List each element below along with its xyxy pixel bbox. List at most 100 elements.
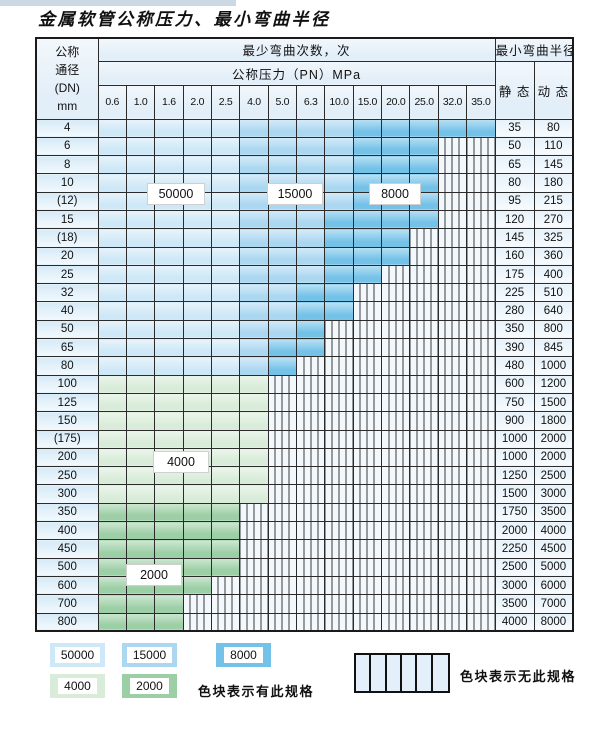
no-spec-sample-cell <box>387 655 402 691</box>
no-spec-cell <box>466 612 496 632</box>
no-spec-cell <box>267 374 298 394</box>
no-spec-cell <box>239 502 269 523</box>
spec-cell <box>239 118 269 138</box>
dynamic-radius-value: 2500 <box>533 466 574 486</box>
dynamic-column-header: 动 态 <box>533 60 574 120</box>
spec-cell <box>239 301 269 321</box>
spec-cell <box>409 118 439 138</box>
no-spec-cell <box>437 374 468 394</box>
spec-cell <box>125 521 156 541</box>
no-spec-cell <box>381 612 411 632</box>
static-radius-value: 35 <box>494 118 535 138</box>
spec-cell <box>97 429 127 449</box>
spec-cell <box>210 319 241 340</box>
spec-cell <box>381 246 411 266</box>
no-spec-cell <box>381 338 411 358</box>
spec-cell <box>267 155 298 175</box>
spec-cell <box>210 283 241 303</box>
table-row: 200 1000 2000 <box>35 447 574 468</box>
static-radius-value: 2000 <box>494 521 535 541</box>
table-row: 500 2500 5000 <box>35 557 574 577</box>
no-spec-cell <box>182 612 212 632</box>
no-spec-cell <box>409 246 439 266</box>
static-radius-value: 95 <box>494 191 535 211</box>
dn-header-line: 公称 <box>55 44 80 59</box>
legend-swatch-15000: 15000 <box>122 643 177 667</box>
no-spec-cell <box>381 521 411 541</box>
spec-cell <box>125 136 156 157</box>
no-spec-cell <box>324 466 354 486</box>
pressure-bend-radius-table: 公称 通径 (DN) mm 最少弯曲次数，次 最小弯曲半径 公称压力（PN）MP… <box>35 37 575 633</box>
dn-value: 6 <box>35 136 99 157</box>
no-spec-cell <box>324 356 354 376</box>
no-spec-cell <box>239 575 269 596</box>
spec-cell <box>296 338 326 358</box>
no-spec-cell <box>466 429 496 449</box>
spec-cell <box>97 338 127 358</box>
no-spec-cell <box>437 447 468 468</box>
spec-cell <box>97 209 127 230</box>
no-spec-cell <box>466 246 496 266</box>
no-spec-cell <box>381 557 411 577</box>
spec-cell <box>324 283 354 303</box>
no-spec-cell <box>437 392 468 413</box>
pressure-tick: 15.0 <box>352 84 383 120</box>
no-spec-cell <box>267 429 298 449</box>
dn-value: 40 <box>35 301 99 321</box>
no-spec-cell <box>296 374 326 394</box>
no-spec-cell <box>409 319 439 340</box>
spec-cell <box>182 392 212 413</box>
dynamic-radius-value: 215 <box>533 191 574 211</box>
cycles-label-8000: 8000 <box>369 183 421 205</box>
spec-cell <box>154 338 184 358</box>
spec-cell <box>239 283 269 303</box>
static-radius-value: 600 <box>494 374 535 394</box>
no-spec-cell <box>466 411 496 431</box>
spec-cell <box>154 283 184 303</box>
spec-cell <box>210 466 241 486</box>
spec-cell <box>210 502 241 523</box>
dynamic-radius-value: 2000 <box>533 447 574 468</box>
spec-cell <box>154 374 184 394</box>
spec-cell <box>210 338 241 358</box>
dn-value: 80 <box>35 356 99 376</box>
spec-cell <box>352 228 383 248</box>
static-radius-value: 50 <box>494 136 535 157</box>
spec-cell <box>182 319 212 340</box>
spec-cell <box>324 264 354 285</box>
spec-cell <box>381 228 411 248</box>
spec-cell <box>182 521 212 541</box>
spec-cell <box>97 228 127 248</box>
dn-value: 32 <box>35 283 99 303</box>
spec-cell <box>97 264 127 285</box>
table-row: 400 2000 4000 <box>35 521 574 541</box>
spec-cell <box>182 301 212 321</box>
no-spec-cell <box>352 392 383 413</box>
dn-value: 25 <box>35 264 99 285</box>
spec-cell <box>296 319 326 340</box>
spec-cell <box>125 319 156 340</box>
spec-cell <box>210 264 241 285</box>
dynamic-radius-value: 325 <box>533 228 574 248</box>
static-radius-value: 350 <box>494 319 535 340</box>
no-spec-cell <box>409 539 439 559</box>
static-radius-value: 280 <box>494 301 535 321</box>
spec-cell <box>210 392 241 413</box>
dn-value: 250 <box>35 466 99 486</box>
no-spec-cell <box>466 466 496 486</box>
table-row: 25 175 400 <box>35 264 574 285</box>
dynamic-radius-value: 2000 <box>533 429 574 449</box>
no-spec-cell <box>466 264 496 285</box>
spec-cell <box>154 356 184 376</box>
no-spec-cell <box>381 539 411 559</box>
spec-cell <box>210 374 241 394</box>
dn-column-header: 公称 通径 (DN) mm <box>35 37 99 120</box>
dynamic-radius-value: 640 <box>533 301 574 321</box>
no-spec-cell <box>381 411 411 431</box>
spec-cell <box>296 283 326 303</box>
no-spec-cell <box>381 502 411 523</box>
legend-no-spec-text: 色块表示无此规格 <box>460 669 577 684</box>
table-row: (175) 1000 2000 <box>35 429 574 449</box>
dynamic-radius-value: 8000 <box>533 612 574 632</box>
spec-cell <box>125 612 156 632</box>
